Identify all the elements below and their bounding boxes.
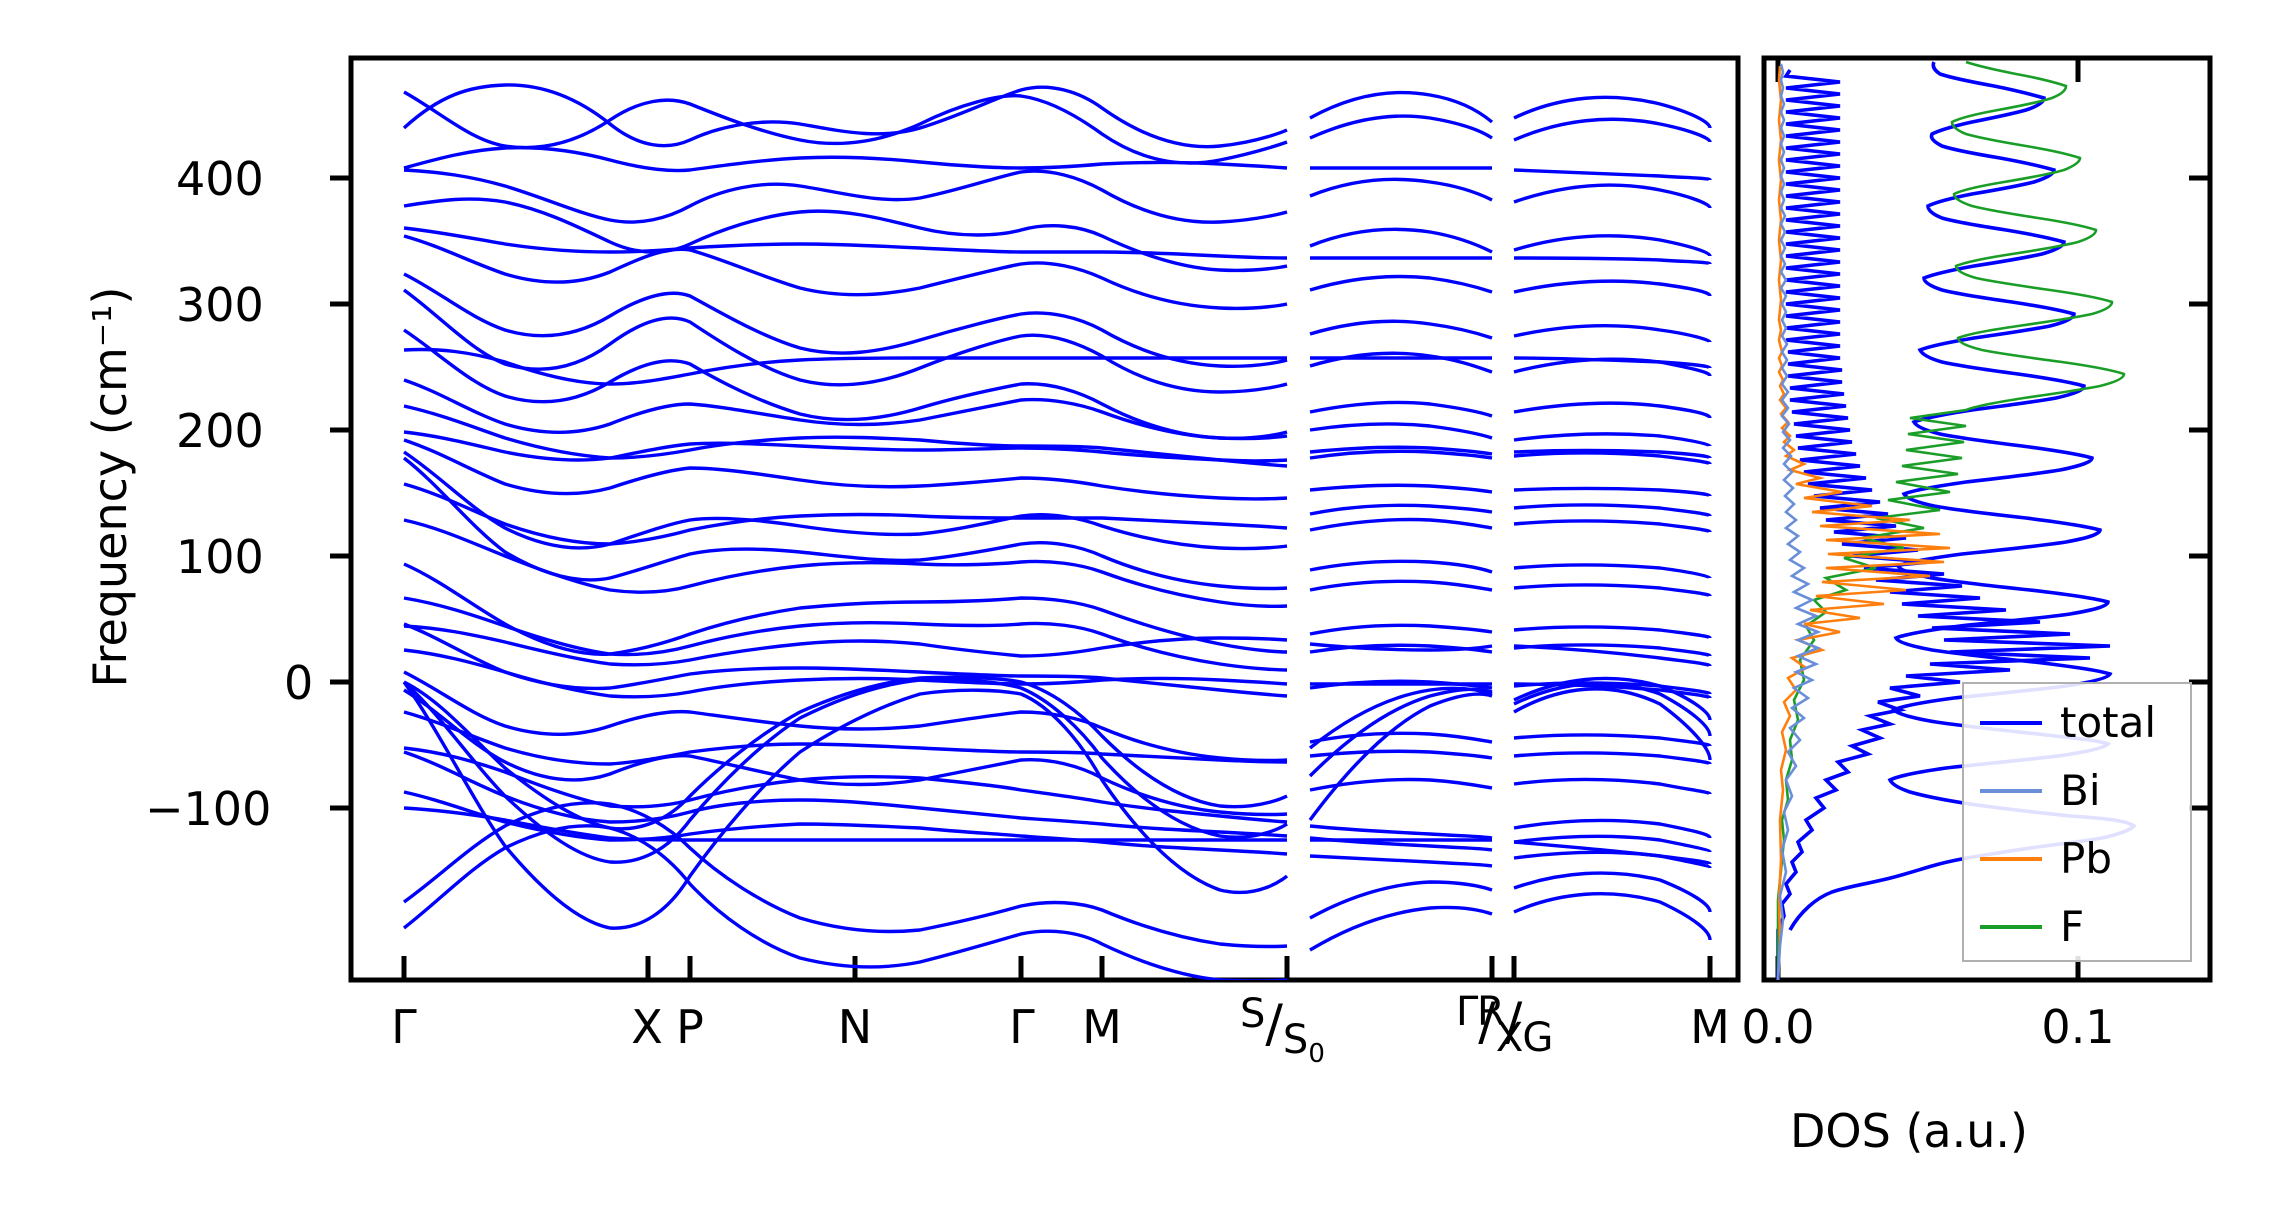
dos-axis-title: DOS (a.u.) — [1790, 1104, 2028, 1158]
legend-entry-bi[interactable]: Bi — [1980, 770, 2100, 812]
band-axis-frame — [348, 55, 1741, 983]
x-tick-s-denominator: S0 — [1282, 1017, 1325, 1069]
y-tick-label-minus100: −100 — [145, 782, 272, 836]
x-tick-label-m-2: M — [1690, 1000, 1730, 1054]
x-tick-label-gamma-2: Γ — [1009, 1000, 1035, 1054]
x-tick-s-slash: / — [1265, 994, 1283, 1054]
band-structure-curves — [402, 83, 1712, 980]
y-tick-label-0: 0 — [284, 656, 314, 710]
dos-curve-total — [1776, 69, 2111, 980]
y-tick-label-400: 400 — [176, 152, 264, 206]
x-tick-label-x-1: X — [631, 1000, 663, 1054]
dos-y-ticks — [2189, 175, 2210, 811]
y-tick-label-200: 200 — [176, 404, 264, 458]
legend-label-f: F — [2060, 902, 2085, 951]
dos-curve-f — [1776, 60, 2126, 980]
x-tick-label-n-1: N — [837, 1000, 873, 1054]
legend-swatch-bi — [1980, 789, 2042, 793]
legend-label-bi: Bi — [2060, 766, 2101, 815]
dos-axis-frame — [1761, 55, 2213, 983]
dos-x-tick-label-0: 0.0 — [1741, 1000, 1815, 1054]
legend-entry-total[interactable]: total — [1980, 702, 2156, 744]
legend-label-pb: Pb — [2060, 834, 2112, 883]
x-tick-gx-denominator: X — [1495, 1015, 1524, 1061]
x-tick-label-gamma-1: Γ — [391, 1000, 417, 1054]
y-tick-label-300: 300 — [176, 278, 264, 332]
dos-curve-pb — [1776, 65, 1951, 980]
x-tick-gx-numerator: Γ — [1456, 989, 1479, 1035]
legend-swatch-f — [1980, 925, 2042, 929]
legend-swatch-pb — [1980, 857, 2042, 861]
x-tick-label-r-over-g: R/G — [1477, 989, 1553, 1061]
y-tick-label-100: 100 — [176, 530, 264, 584]
x-tick-rg-slash: / — [1504, 992, 1523, 1052]
x-tick-s-numerator: S — [1240, 991, 1266, 1037]
x-tick-rg-denominator: G — [1522, 1015, 1554, 1061]
legend-entry-f[interactable]: F — [1980, 906, 2084, 948]
dos-legend — [1962, 682, 2192, 962]
legend-swatch-total — [1980, 721, 2042, 725]
dos-x-tick-label-01: 0.1 — [2041, 1000, 2115, 1054]
x-tick-label-s-over-s0: S/S0 — [1240, 991, 1325, 1069]
band-y-ticks — [330, 175, 351, 811]
dos-curve-bi — [1776, 63, 1822, 980]
legend-label-total: total — [2060, 698, 2157, 747]
x-tick-gx-slash: / — [1478, 992, 1496, 1052]
x-tick-label-m-1: M — [1082, 1000, 1122, 1054]
x-tick-label-gamma-over-x: Γ/X — [1456, 989, 1523, 1061]
legend-entry-pb[interactable]: Pb — [1980, 838, 2112, 880]
band-x-ticks — [401, 956, 1713, 980]
x-tick-label-p-1: P — [676, 1000, 704, 1054]
x-tick-rg-numerator: R — [1477, 989, 1505, 1035]
